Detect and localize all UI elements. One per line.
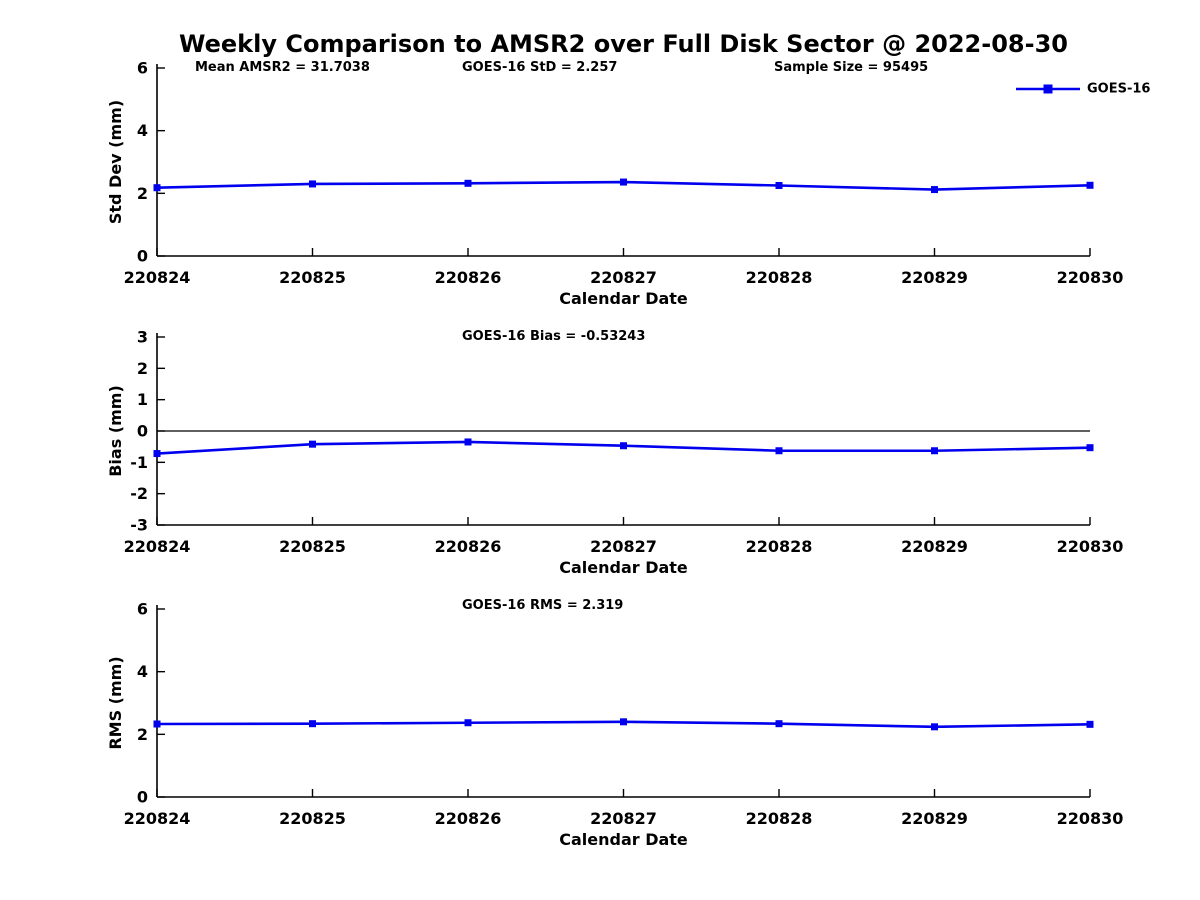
y-tick-label: 0 xyxy=(137,247,148,266)
y-tick-label: 0 xyxy=(137,788,148,807)
data-point-marker xyxy=(153,450,161,458)
x-tick-label: 220827 xyxy=(590,809,657,828)
x-tick-label: 220830 xyxy=(1057,809,1124,828)
figure-title: Weekly Comparison to AMSR2 over Full Dis… xyxy=(179,30,1068,58)
x-tick-label: 220826 xyxy=(435,268,502,287)
y-tick-label: -3 xyxy=(130,516,148,535)
data-point-marker xyxy=(775,182,783,189)
annotation: GOES-16 Bias = -0.53243 xyxy=(462,329,645,344)
x-tick-label: 220828 xyxy=(746,268,813,287)
x-tick-label: 220830 xyxy=(1057,537,1124,556)
y-tick-label: 4 xyxy=(137,662,148,681)
x-axis-label: Calendar Date xyxy=(559,558,688,577)
x-tick-label: 220827 xyxy=(590,268,657,287)
data-point-marker xyxy=(620,718,627,726)
annotation: Sample Size = 95495 xyxy=(774,60,928,75)
x-axis-label: Calendar Date xyxy=(559,830,688,849)
x-tick-label: 220825 xyxy=(279,268,346,287)
y-tick-label: -2 xyxy=(130,484,148,503)
data-point-marker xyxy=(153,720,161,728)
y-tick-label: 6 xyxy=(137,59,148,78)
data-point-marker xyxy=(464,719,472,727)
x-tick-label: 220829 xyxy=(901,809,968,828)
data-point-marker xyxy=(931,186,938,194)
data-point-marker xyxy=(309,720,316,728)
data-point-marker xyxy=(309,180,316,188)
annotation: GOES-16 RMS = 2.319 xyxy=(462,598,623,613)
legend-marker xyxy=(1043,84,1053,94)
y-axis-label: Bias (mm) xyxy=(106,385,125,477)
y-tick-label: 4 xyxy=(137,121,148,140)
x-tick-label: 220828 xyxy=(746,537,813,556)
x-tick-label: 220829 xyxy=(901,268,968,287)
data-point-marker xyxy=(153,184,161,192)
x-tick-label: 220824 xyxy=(124,537,191,556)
data-point-marker xyxy=(931,723,938,731)
data-point-marker xyxy=(309,440,316,448)
data-point-marker xyxy=(931,447,938,455)
x-tick-label: 220830 xyxy=(1057,268,1124,287)
y-tick-label: -1 xyxy=(130,453,148,472)
x-tick-label: 220829 xyxy=(901,537,968,556)
data-point-marker xyxy=(464,179,472,187)
annotation: Mean AMSR2 = 31.7038 xyxy=(195,60,370,75)
data-point-marker xyxy=(620,442,627,450)
data-point-marker xyxy=(1086,444,1094,452)
x-tick-label: 220824 xyxy=(124,268,191,287)
y-tick-label: 2 xyxy=(137,359,148,378)
data-point-marker xyxy=(464,438,472,446)
y-tick-label: 1 xyxy=(137,390,148,409)
y-axis-label: Std Dev (mm) xyxy=(106,100,125,224)
y-tick-label: 3 xyxy=(137,328,148,347)
x-tick-label: 220827 xyxy=(590,537,657,556)
data-point-marker xyxy=(620,178,627,186)
annotation: GOES-16 StD = 2.257 xyxy=(462,60,617,75)
x-tick-label: 220825 xyxy=(279,809,346,828)
data-point-marker xyxy=(775,447,783,455)
x-tick-label: 220828 xyxy=(746,809,813,828)
data-point-marker xyxy=(1086,181,1094,189)
legend-label: GOES-16 xyxy=(1087,82,1150,97)
y-axis-label: RMS (mm) xyxy=(106,656,125,749)
x-tick-label: 220824 xyxy=(124,809,191,828)
data-point-marker xyxy=(1086,720,1094,728)
y-tick-label: 2 xyxy=(137,184,148,203)
y-tick-label: 2 xyxy=(137,725,148,744)
x-tick-label: 220826 xyxy=(435,809,502,828)
x-tick-label: 220825 xyxy=(279,537,346,556)
data-point-marker xyxy=(775,720,783,728)
y-tick-label: 0 xyxy=(137,422,148,441)
x-axis-label: Calendar Date xyxy=(559,289,688,308)
y-tick-label: 6 xyxy=(137,600,148,619)
x-tick-label: 220826 xyxy=(435,537,502,556)
